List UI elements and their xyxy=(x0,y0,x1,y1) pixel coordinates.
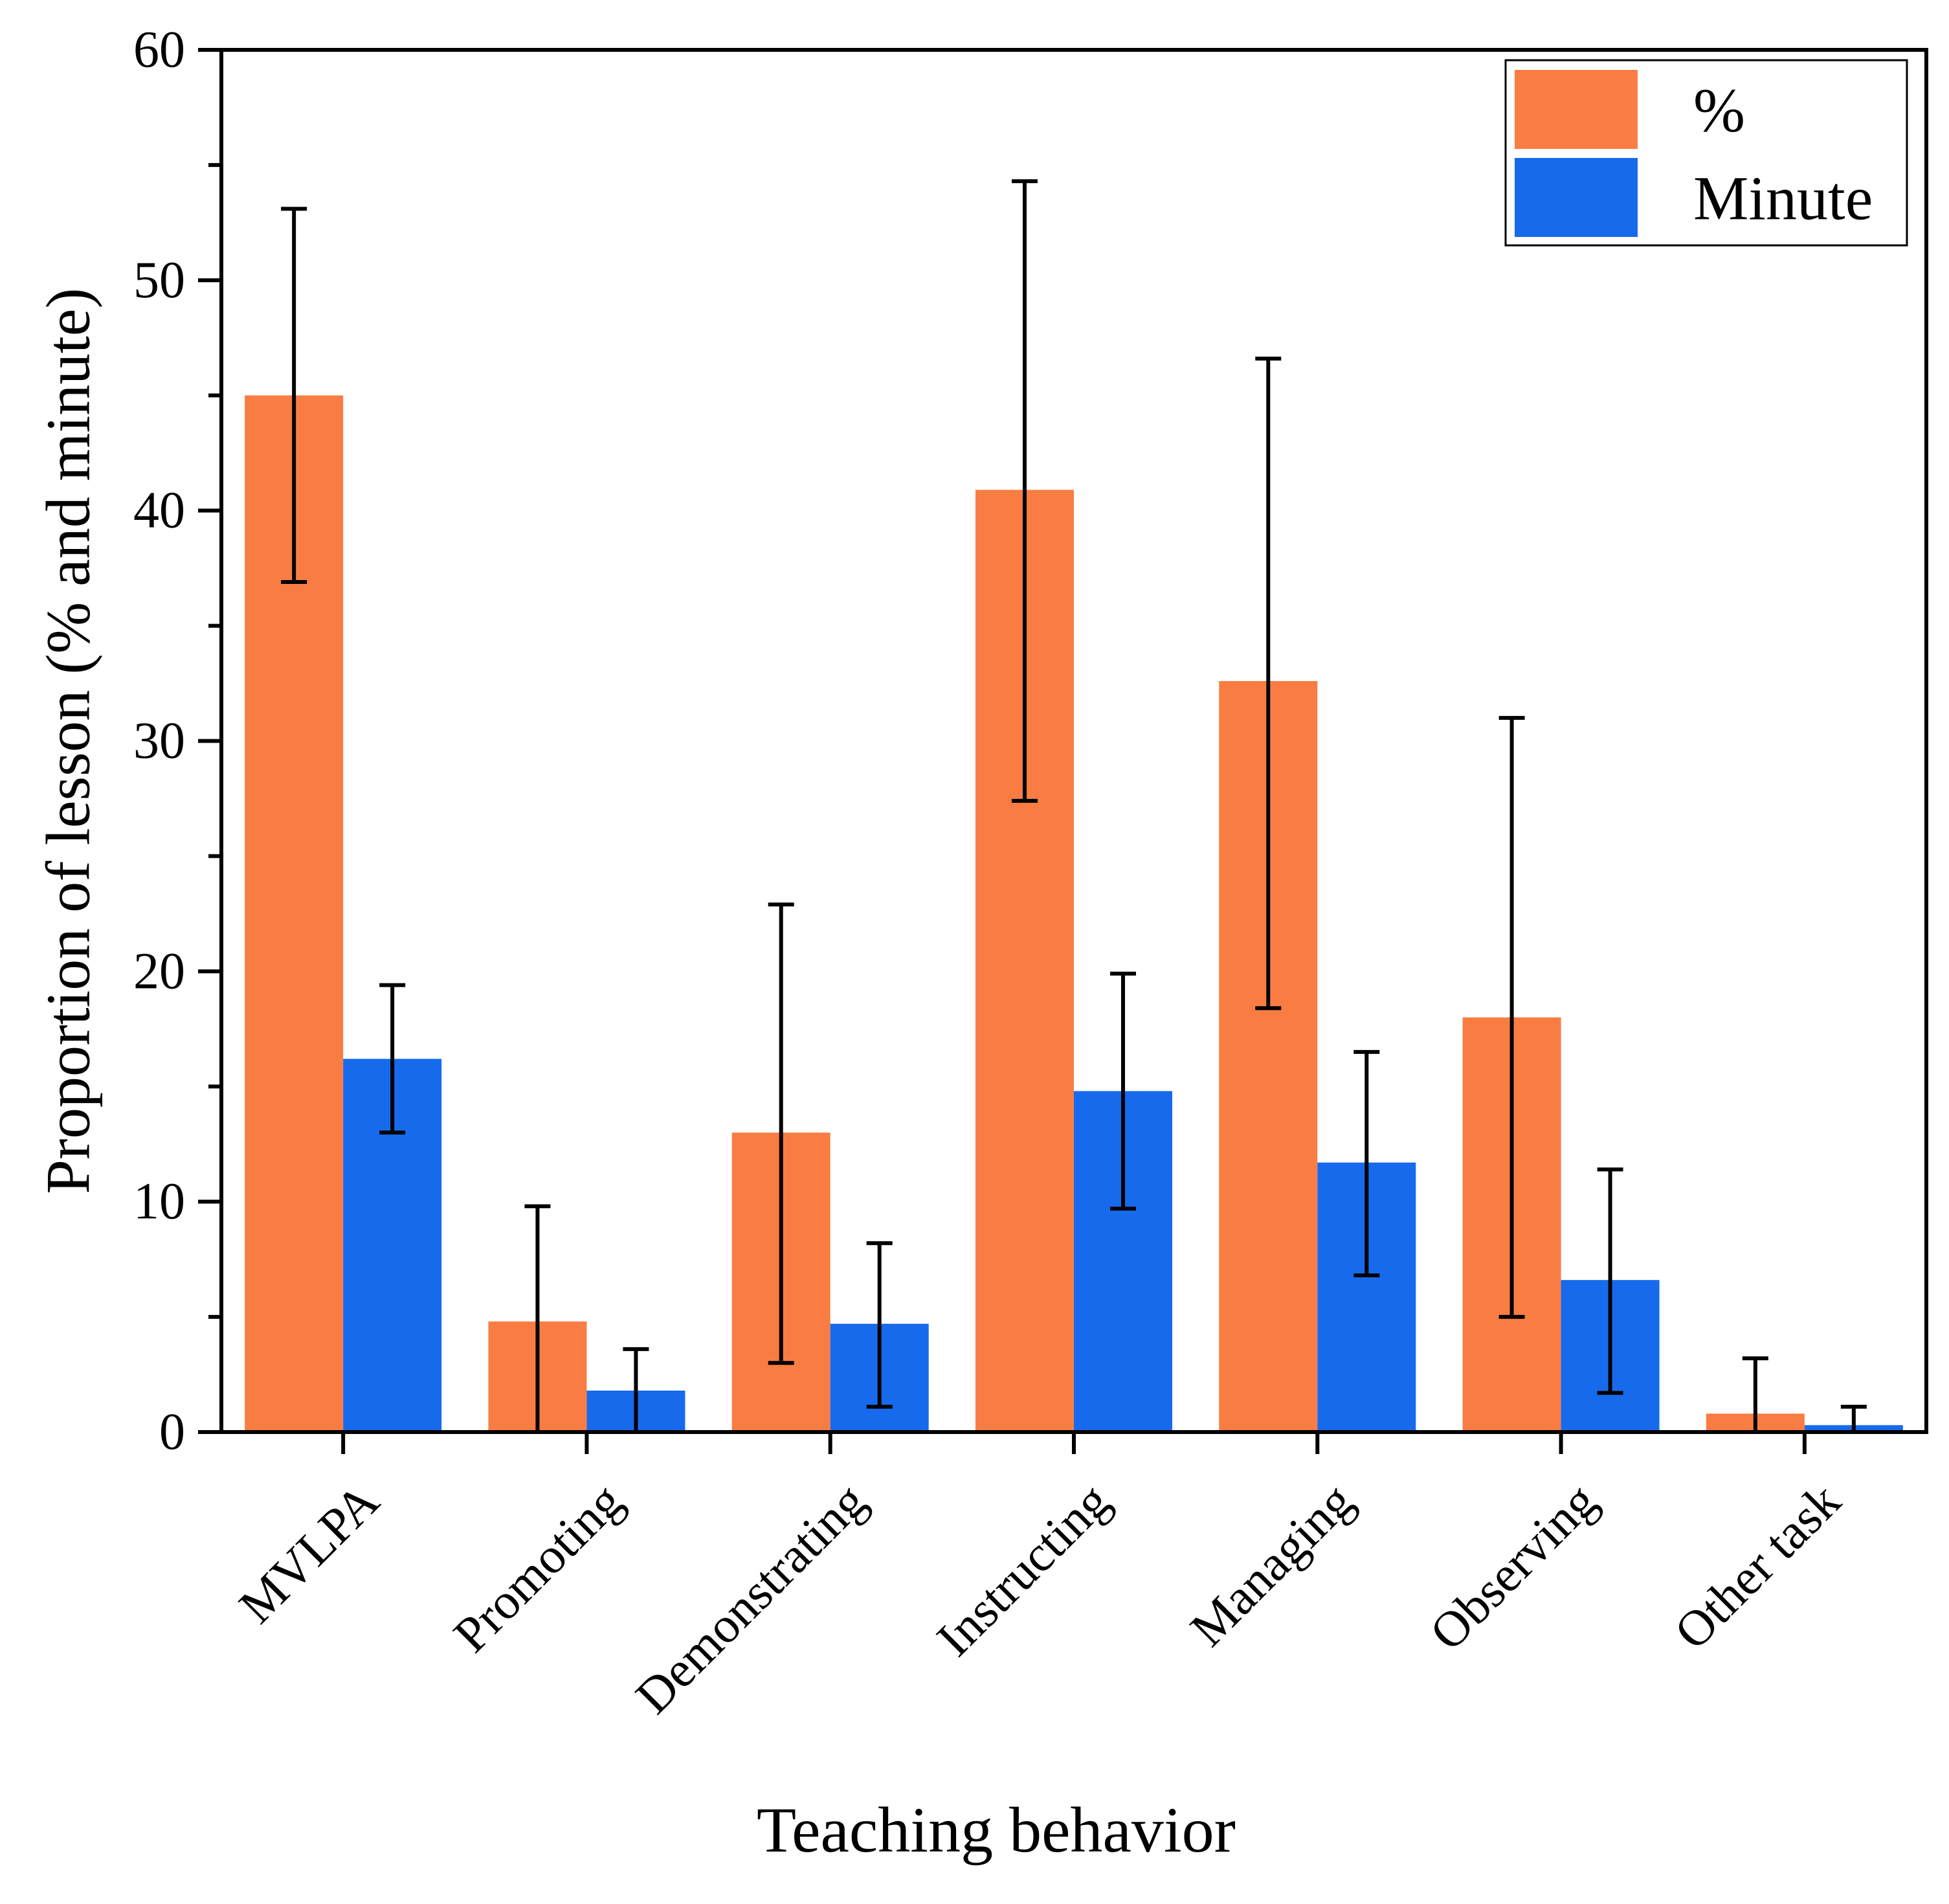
y-tick-label: 50 xyxy=(133,252,185,309)
y-tick-label: 10 xyxy=(133,1173,185,1230)
x-tick-label: Promoting xyxy=(443,1472,633,1663)
error-bar-percent-0 xyxy=(281,207,307,584)
y-tick-label: 30 xyxy=(133,713,185,770)
x-tick-label: Instructing xyxy=(926,1472,1120,1666)
error-bar-percent-2 xyxy=(768,902,794,1365)
error-bar-percent-5 xyxy=(1498,715,1525,1319)
x-tick-label: MVLPA xyxy=(228,1472,390,1634)
error-bar-minute-5 xyxy=(1597,1167,1623,1395)
bars-layer xyxy=(245,395,1903,1433)
legend-swatch-percent xyxy=(1515,70,1638,149)
x-axis-title: Teaching behavior xyxy=(757,1794,1236,1866)
x-tick-label: Managing xyxy=(1179,1472,1364,1657)
error-bars-layer xyxy=(281,179,1867,1434)
legend-label-minute: Minute xyxy=(1693,164,1873,233)
legend: % Minute xyxy=(1504,59,1908,247)
x-tick-label: Other task xyxy=(1664,1472,1851,1660)
error-bar-minute-3 xyxy=(1110,971,1136,1211)
y-tick-label: 0 xyxy=(159,1404,185,1461)
legend-label-percent: % xyxy=(1693,76,1745,145)
legend-swatch-minute xyxy=(1515,158,1638,237)
y-tick-label: 40 xyxy=(133,482,185,539)
error-bar-percent-3 xyxy=(1012,179,1038,803)
y-axis-title: Proportion of lesson (% and minute) xyxy=(34,288,103,1194)
error-bar-minute-4 xyxy=(1353,1049,1380,1278)
y-tick-label: 20 xyxy=(133,943,185,1000)
y-tick-label: 60 xyxy=(133,21,185,78)
x-tick-label: Demonstrating xyxy=(625,1472,876,1724)
error-bar-minute-0 xyxy=(379,983,406,1135)
x-tick-label: Observing xyxy=(1419,1472,1607,1661)
error-bar-percent-4 xyxy=(1255,356,1282,1011)
error-bar-minute-2 xyxy=(866,1241,893,1409)
